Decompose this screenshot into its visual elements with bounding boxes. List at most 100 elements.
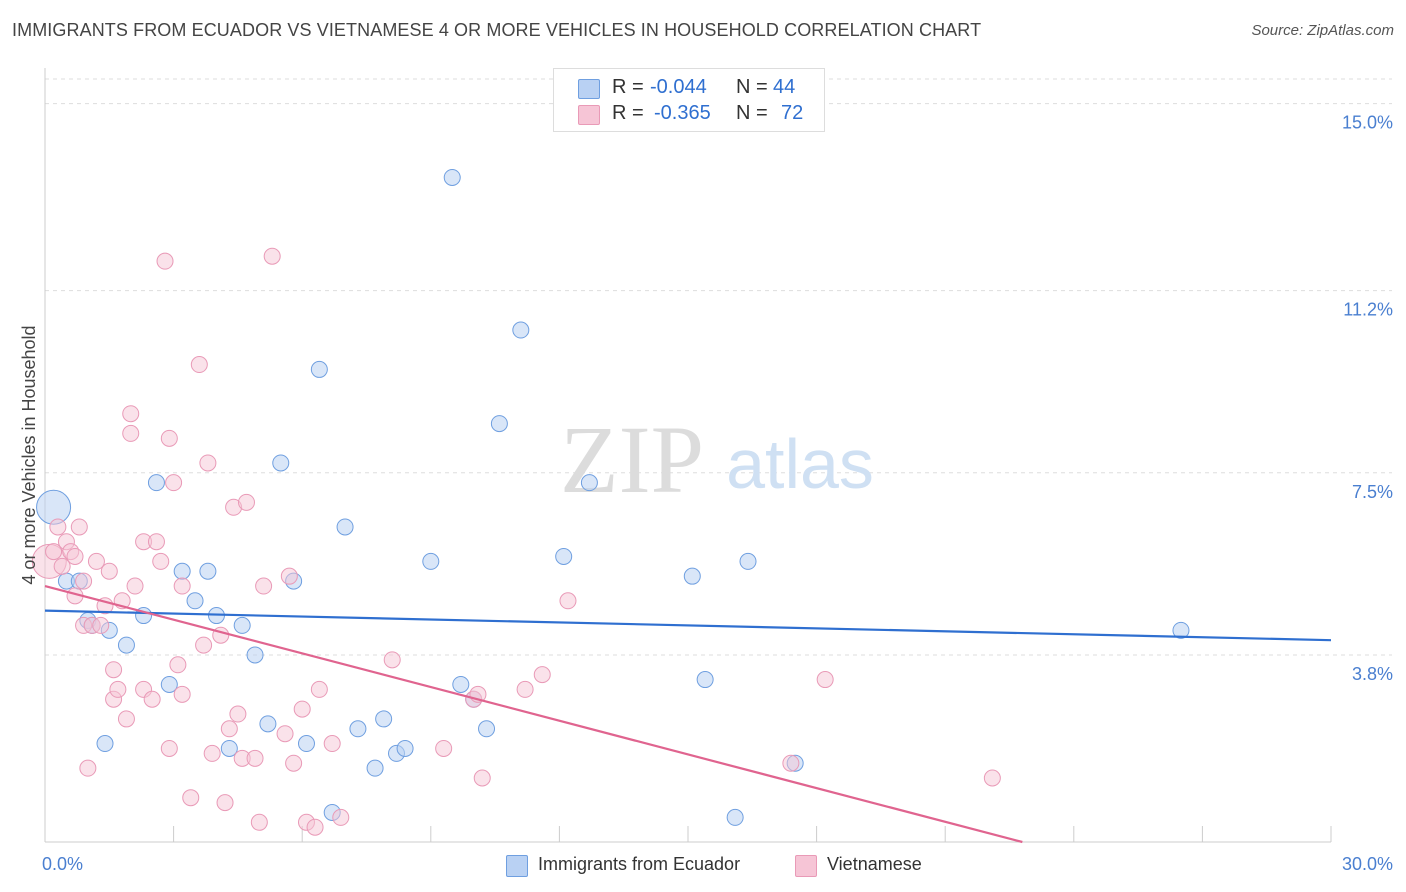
point-vietnamese <box>66 547 84 565</box>
watermark-atlas: atlas <box>726 425 874 503</box>
point-vietnamese <box>533 666 551 684</box>
tick-labels: 3.8% 7.5% 11.2% 15.0% 0.0% 30.0% <box>42 113 1393 874</box>
point-vietnamese <box>203 744 221 762</box>
point-ecuador <box>297 735 315 753</box>
point-ecuador <box>199 562 217 580</box>
point-vietnamese <box>473 769 491 787</box>
point-ecuador <box>173 562 191 580</box>
point-ecuador <box>555 547 573 565</box>
x-tick-label: 0.0% <box>42 854 83 874</box>
point-vietnamese <box>45 543 63 561</box>
point-vietnamese <box>122 424 140 442</box>
point-vietnamese <box>152 552 170 570</box>
bottom-legend-label-ecuador: Immigrants from Ecuador <box>538 854 741 874</box>
x-tick-label: 30.0% <box>1342 854 1393 874</box>
point-ecuador <box>512 321 530 339</box>
point-vietnamese <box>169 656 187 674</box>
axes <box>44 68 1332 843</box>
point-vietnamese <box>263 247 281 265</box>
point-ecuador <box>396 739 414 757</box>
point-ecuador <box>452 675 470 693</box>
point-vietnamese <box>306 818 324 836</box>
point-ecuador <box>443 168 461 186</box>
point-vietnamese <box>100 562 118 580</box>
point-vietnamese <box>79 759 97 777</box>
bottom-legend-swatch-vietnamese <box>795 855 817 877</box>
point-ecuador <box>246 646 264 664</box>
trend-line-vietnamese <box>44 584 1023 844</box>
point-vietnamese <box>173 685 191 703</box>
watermark-zip: ZIP <box>560 406 704 513</box>
point-ecuador <box>375 710 393 728</box>
point-ecuador <box>490 415 508 433</box>
point-vietnamese <box>280 567 298 585</box>
point-vietnamese <box>143 690 161 708</box>
point-vietnamese <box>165 474 183 492</box>
y-axis-label: 4 or more Vehicles in Household <box>19 325 39 584</box>
chart-title: IMMIGRANTS FROM ECUADOR VS VIETNAMESE 4 … <box>12 20 982 40</box>
point-ecuador <box>233 616 251 634</box>
point-vietnamese <box>516 680 534 698</box>
point-vietnamese <box>126 577 144 595</box>
point-ecuador <box>147 474 165 492</box>
y-tick-label: 11.2% <box>1343 300 1393 320</box>
point-vietnamese <box>323 735 341 753</box>
watermark: ZIP atlas <box>560 406 874 513</box>
point-vietnamese <box>70 518 88 536</box>
trend-line-ecuador <box>44 609 1332 642</box>
point-vietnamese <box>160 739 178 757</box>
point-ecuador <box>336 518 354 536</box>
legend-n-value: 72 <box>781 102 804 124</box>
point-vietnamese <box>117 710 135 728</box>
point-vietnamese <box>285 754 303 772</box>
point-ecuador <box>96 735 114 753</box>
point-ecuador <box>259 715 277 733</box>
point-vietnamese <box>983 769 1001 787</box>
legend-n-value: 44 <box>773 76 796 98</box>
point-ecuador <box>422 552 440 570</box>
point-ecuador <box>186 592 204 610</box>
point-vietnamese <box>182 789 200 807</box>
legend-swatch-ecuador <box>578 79 600 99</box>
point-vietnamese <box>156 252 174 270</box>
legend-r-label: R = <box>612 76 644 98</box>
point-ecuador <box>683 567 701 585</box>
point-vietnamese <box>147 533 165 551</box>
point-vietnamese <box>229 705 247 723</box>
legend-swatch-vietnamese <box>578 105 600 125</box>
point-ecuador <box>349 720 367 738</box>
point-vietnamese <box>87 552 105 570</box>
point-vietnamese <box>190 356 208 374</box>
y-tick-label: 3.8% <box>1352 664 1393 684</box>
point-vietnamese <box>75 572 93 590</box>
legend-n-label: N = <box>736 102 768 124</box>
point-ecuador <box>696 671 714 689</box>
point-vietnamese <box>195 636 213 654</box>
point-vietnamese <box>160 429 178 447</box>
point-vietnamese <box>310 680 328 698</box>
point-ecuador <box>580 474 598 492</box>
point-vietnamese <box>559 592 577 610</box>
legend-r-value: -0.044 <box>650 76 707 98</box>
y-tick-label: 15.0% <box>1342 113 1393 133</box>
point-vietnamese <box>255 577 273 595</box>
y-tick-label: 7.5% <box>1352 482 1393 502</box>
grid-lines <box>45 78 1392 656</box>
point-ecuador <box>726 808 744 826</box>
point-vietnamese <box>122 405 140 423</box>
point-vietnamese <box>816 671 834 689</box>
point-ecuador <box>739 552 757 570</box>
point-vietnamese <box>92 616 110 634</box>
point-vietnamese <box>332 808 350 826</box>
point-ecuador <box>36 489 72 525</box>
point-vietnamese <box>49 518 67 536</box>
point-vietnamese <box>173 577 191 595</box>
point-ecuador <box>478 720 496 738</box>
point-vietnamese <box>782 754 800 772</box>
point-ecuador <box>310 360 328 378</box>
point-ecuador <box>117 636 135 654</box>
point-vietnamese <box>109 680 127 698</box>
point-vietnamese <box>293 700 311 718</box>
point-vietnamese <box>435 739 453 757</box>
point-vietnamese <box>199 454 217 472</box>
